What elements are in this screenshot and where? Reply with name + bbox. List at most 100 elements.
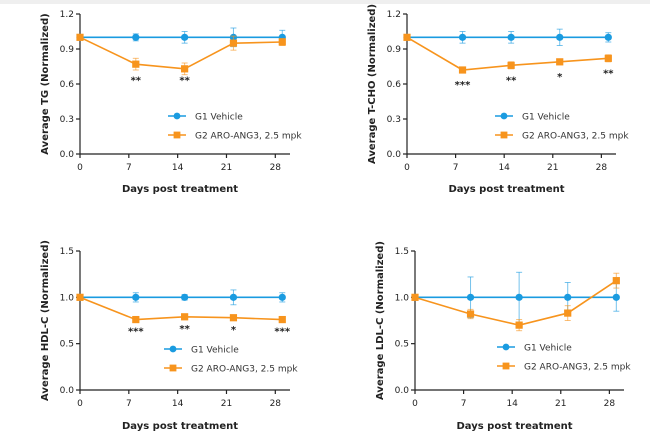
x-axis-label: Days post treatment <box>122 184 238 195</box>
data-point <box>181 65 189 73</box>
legend-marker <box>500 131 508 139</box>
x-tick-label: 7 <box>453 163 459 173</box>
x-tick-label: 7 <box>126 399 132 409</box>
legend-label: G1 Vehicle <box>522 113 570 123</box>
legend-label: G1 Vehicle <box>195 113 243 123</box>
significance-label: * <box>231 325 237 336</box>
x-tick-label: 21 <box>221 399 232 409</box>
y-tick-label: 1.0 <box>395 293 410 303</box>
legend: G1 Vehicle G2 ARO-ANG3, 2.5 mpk <box>495 113 629 142</box>
x-tick-label: 7 <box>461 399 467 409</box>
x-tick-label: 0 <box>412 399 418 409</box>
significance-label: ** <box>603 68 614 79</box>
chart-tcho: 0.0 0.3 0.6 0.9 1.2 0 7 14 21 28 Days post treatme… <box>367 4 629 195</box>
data-point <box>278 293 286 301</box>
y-tick-label: 1.0 <box>60 293 75 303</box>
data-point <box>181 33 189 41</box>
legend-label: G2 ARO-ANG3, 2.5 mpk <box>195 132 302 142</box>
legend-label: G2 ARO-ANG3, 2.5 mpk <box>191 365 298 375</box>
data-point <box>76 33 84 41</box>
series-treatment <box>76 293 286 324</box>
data-point <box>515 293 523 301</box>
significance-label: ** <box>179 75 190 86</box>
data-point <box>181 313 189 321</box>
data-point <box>507 33 515 41</box>
data-point <box>466 293 475 301</box>
data-point <box>181 293 189 301</box>
data-point <box>229 39 238 47</box>
series-vehicle <box>76 289 286 306</box>
data-point <box>612 277 620 285</box>
y-tick-label: 0.0 <box>387 150 402 160</box>
chart-ldlc: 0.0 0.5 1.0 1.5 0 7 14 21 28 Days post treatment A… <box>375 241 631 432</box>
legend: G1 Vehicle G2 ARO-ANG3, 2.5 mpk <box>168 113 302 142</box>
legend-label: G1 Vehicle <box>524 344 572 354</box>
series-treatment <box>411 272 620 332</box>
legend-label: G2 ARO-ANG3, 2.5 mpk <box>524 363 631 373</box>
x-tick-label: 28 <box>270 399 282 409</box>
data-point <box>466 310 475 318</box>
x-tick-label: 28 <box>604 399 616 409</box>
data-point <box>278 315 286 324</box>
y-axis-label: Average TG (Normalized) <box>40 13 51 154</box>
data-point <box>132 315 140 324</box>
y-tick-label: 0.5 <box>395 340 409 350</box>
series-treatment <box>403 33 612 74</box>
y-tick-label: 1.2 <box>60 10 74 20</box>
y-tick-label: 0.0 <box>60 150 75 160</box>
y-axis-label: Average LDL-C (Normalized) <box>375 241 386 400</box>
x-tick-label: 28 <box>270 163 282 173</box>
y-tick-label: 0.0 <box>395 386 410 396</box>
legend: G1 Vehicle G2 ARO-ANG3, 2.5 mpk <box>497 344 631 373</box>
data-point <box>515 321 523 329</box>
x-axis-label: Days post treatment <box>122 421 238 432</box>
x-tick-label: 7 <box>126 163 132 173</box>
significance-label: *** <box>274 327 290 338</box>
data-point <box>556 58 564 66</box>
x-tick-label: 28 <box>596 163 608 173</box>
series-line <box>414 279 617 326</box>
x-tick-label: 0 <box>77 399 83 409</box>
data-point <box>556 33 564 41</box>
y-tick-label: 0.3 <box>387 115 401 125</box>
y-tick-label: 0.0 <box>60 386 75 396</box>
y-tick-label: 0.5 <box>60 340 74 350</box>
x-tick-label: 21 <box>555 399 566 409</box>
significance-label: ** <box>131 75 142 86</box>
y-tick-label: 1.2 <box>387 10 401 20</box>
data-point <box>229 314 238 322</box>
legend-marker <box>169 364 177 372</box>
data-point <box>604 54 612 62</box>
x-axis-label: Days post treatment <box>456 421 572 432</box>
x-tick-label: 14 <box>172 163 184 173</box>
data-point <box>132 60 140 68</box>
y-tick-label: 1.5 <box>395 247 409 257</box>
legend-marker <box>500 112 508 120</box>
data-point <box>564 293 572 301</box>
data-point <box>458 66 467 74</box>
data-point <box>403 33 411 41</box>
y-tick-label: 0.3 <box>60 115 74 125</box>
x-axis-label: Days post treatment <box>448 184 564 195</box>
top-border <box>0 0 650 4</box>
data-point <box>604 33 612 41</box>
significance-label: *** <box>455 80 471 91</box>
y-tick-label: 0.9 <box>387 45 402 55</box>
x-tick-label: 14 <box>498 163 510 173</box>
x-tick-label: 21 <box>547 163 558 173</box>
legend: G1 Vehicle G2 ARO-ANG3, 2.5 mpk <box>164 346 298 375</box>
legend-marker <box>502 362 510 370</box>
series-vehicle <box>403 28 612 46</box>
data-point <box>507 61 515 69</box>
series-vehicle <box>76 27 286 48</box>
y-tick-label: 1.5 <box>60 247 74 257</box>
legend-marker <box>173 131 181 139</box>
data-point <box>229 293 238 301</box>
series-vehicle <box>411 271 620 323</box>
y-tick-label: 0.6 <box>387 80 402 90</box>
significance-label: ** <box>506 75 517 86</box>
legend-marker <box>173 112 181 120</box>
data-point <box>564 309 572 317</box>
y-tick-label: 0.9 <box>60 45 75 55</box>
